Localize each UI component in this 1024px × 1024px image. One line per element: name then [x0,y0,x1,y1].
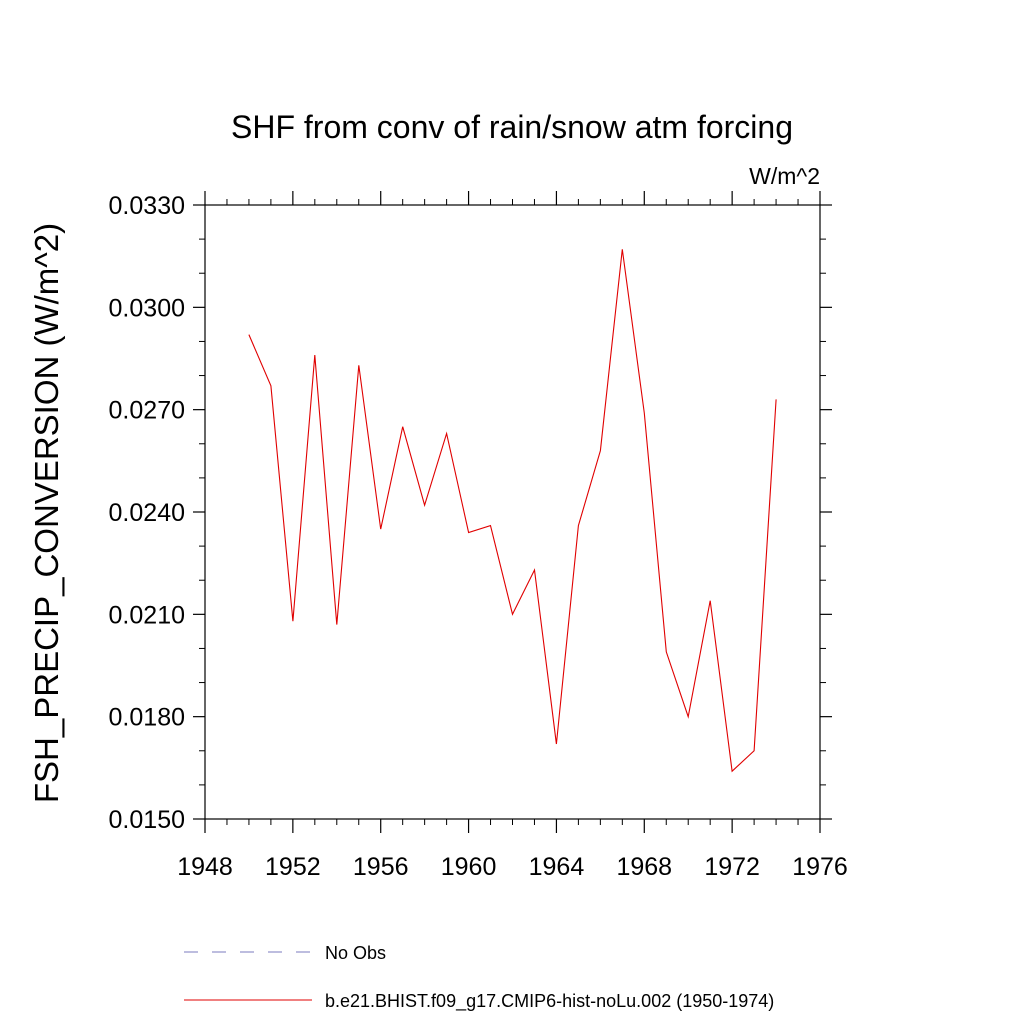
x-tick-label: 1968 [616,853,672,881]
x-tick-label: 1952 [265,853,321,881]
y-minor-ticks [199,238,826,786]
y-axis-ticks: 0.0150 0.0180 0.0210 0.0240 0.0270 0.0300 0.03… [109,192,832,834]
x-tick-label: 1964 [529,853,585,881]
legend: No Obs b.e21.BHIST.f09_g17.CMIP6-hist-noL… [184,943,774,1012]
chart-title: SHF from conv of rain/snow atm forcing [231,109,793,145]
x-tick-label: 1948 [177,853,233,881]
units-label: W/m^2 [749,163,820,189]
y-tick-label: 0.0210 [109,601,185,629]
series-group [248,249,777,773]
y-tick-label: 0.0240 [109,499,185,527]
y-tick-label: 0.0180 [109,704,185,732]
x-tick-label: 1976 [792,853,848,881]
x-tick-label: 1972 [704,853,760,881]
legend-label: b.e21.BHIST.f09_g17.CMIP6-hist-noLu.002 … [325,991,774,1012]
y-tick-label: 0.0270 [109,397,185,425]
legend-label: No Obs [325,943,386,963]
x-axis-ticks: 1948 1952 1956 1960 1964 1968 1972 1976 [177,191,848,881]
x-minor-ticks [226,199,799,825]
y-tick-label: 0.0150 [109,806,185,834]
y-tick-label: 0.0330 [109,192,185,220]
y-tick-label: 0.0300 [109,294,185,322]
x-tick-label: 1956 [353,853,409,881]
y-axis-label: FSH_PRECIP_CONVERSION (W/m^2) [28,223,65,803]
series-line [248,249,777,773]
plot-frame [204,204,821,820]
x-tick-label: 1960 [441,853,497,881]
